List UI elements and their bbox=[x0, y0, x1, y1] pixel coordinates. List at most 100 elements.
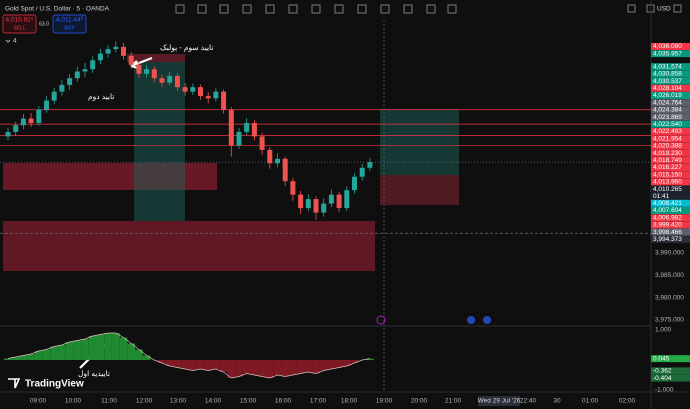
annotation: تاییدیه اول bbox=[78, 369, 110, 378]
candle-body bbox=[67, 78, 73, 85]
position-stop bbox=[127, 54, 185, 62]
price-label: 4,006.982 bbox=[653, 214, 682, 221]
supply-zone bbox=[3, 221, 375, 271]
countdown-bg bbox=[651, 192, 690, 200]
symbol-title: Gold Spot / U.S. Dollar · 5 · OANDA bbox=[5, 6, 110, 13]
oscillator-area bbox=[158, 360, 166, 363]
oscillator-area bbox=[96, 334, 105, 360]
indicators-toggle[interactable] bbox=[5, 39, 11, 43]
price-label-bg bbox=[651, 113, 690, 121]
candle-body bbox=[228, 109, 234, 146]
x-tick-label: 19:00 bbox=[376, 398, 393, 405]
oscillator-area bbox=[65, 342, 74, 360]
price-label: 4,013.960 bbox=[653, 179, 682, 186]
price-label: 4,024.764 bbox=[653, 99, 682, 106]
oscillator-area bbox=[165, 360, 174, 366]
price-label: 4,018.749 bbox=[653, 157, 682, 164]
oscillator-area bbox=[289, 360, 297, 375]
x-tick-label: 11:00 bbox=[101, 398, 117, 405]
oscillator-area bbox=[34, 351, 43, 360]
price-label: 4,010.265 bbox=[653, 186, 682, 193]
oscillator-area bbox=[104, 333, 112, 360]
candle-body bbox=[151, 69, 157, 79]
indicator-value-label: -0.362 bbox=[653, 368, 672, 375]
price-label-bg bbox=[651, 185, 690, 193]
candle-body bbox=[59, 84, 65, 92]
oscillator-area bbox=[50, 346, 59, 360]
price-label-bg bbox=[651, 99, 690, 107]
x-tick-label: 02:00 bbox=[619, 398, 636, 405]
price-label: 4,028.104 bbox=[653, 85, 682, 92]
oscillator-area bbox=[258, 360, 266, 377]
x-tick-label: 09:00 bbox=[30, 398, 47, 405]
candle-body bbox=[13, 125, 19, 132]
logo-mark bbox=[8, 378, 21, 389]
event-icon[interactable] bbox=[483, 316, 491, 324]
oscillator-area bbox=[319, 360, 328, 371]
candle-body bbox=[205, 96, 211, 99]
oscillator-line bbox=[7, 332, 370, 379]
oscillator-area bbox=[135, 349, 143, 360]
candle-body bbox=[298, 194, 304, 209]
price-label: 4,036.090 bbox=[653, 43, 682, 50]
price-label-bg bbox=[651, 70, 690, 78]
event-icon[interactable] bbox=[467, 316, 475, 324]
oscillator-area bbox=[265, 360, 274, 378]
price-label-bg bbox=[651, 221, 690, 229]
cursor-time: Wed 29 Jul '26 bbox=[478, 398, 521, 405]
candle-body bbox=[198, 87, 203, 97]
candle-body bbox=[44, 100, 49, 110]
price-label: 4,016.227 bbox=[653, 164, 682, 171]
indicator-count: 4 bbox=[13, 38, 17, 45]
candle-body bbox=[190, 87, 196, 92]
oscillator-area bbox=[173, 360, 182, 368]
candle-body bbox=[259, 136, 265, 150]
oscillator-area bbox=[142, 355, 151, 360]
candle-body bbox=[275, 158, 280, 164]
candle-body bbox=[213, 91, 219, 99]
price-label: 4,007.604 bbox=[653, 207, 682, 214]
oscillator-area bbox=[27, 354, 35, 360]
candle-body bbox=[352, 176, 357, 191]
oscillator-area bbox=[119, 337, 128, 360]
price-label-bg bbox=[651, 42, 690, 50]
indicator-value-bg bbox=[651, 374, 690, 382]
candle-body bbox=[128, 55, 134, 65]
oscillator-area bbox=[19, 355, 28, 360]
x-tick-label: 21:00 bbox=[445, 398, 462, 405]
candle-body bbox=[105, 49, 111, 54]
oscillator-area bbox=[242, 360, 251, 374]
price-label-bg bbox=[651, 77, 690, 85]
price-label-bg bbox=[651, 120, 690, 128]
price-label: 3,994.373 bbox=[653, 236, 682, 243]
oscillator-area bbox=[281, 360, 290, 377]
buy-label: BUY bbox=[64, 25, 75, 31]
oscillator-area bbox=[250, 360, 259, 375]
price-label-bg bbox=[651, 156, 690, 164]
price-label-bg bbox=[651, 228, 690, 236]
price-label-bg bbox=[651, 235, 690, 243]
price-label: 4,021.954 bbox=[653, 135, 682, 142]
candle-body bbox=[51, 91, 57, 101]
candle-body bbox=[290, 181, 296, 195]
oscillator-area bbox=[11, 357, 20, 360]
price-label-bg bbox=[651, 171, 690, 179]
x-tick-label: 14:00 bbox=[205, 398, 222, 405]
candle-body bbox=[74, 71, 80, 79]
position-profit bbox=[134, 62, 185, 221]
buy-button[interactable] bbox=[52, 14, 87, 34]
sell-price: 4,010.81⁵ bbox=[6, 17, 34, 24]
x-tick-label: 12:00 bbox=[136, 398, 153, 405]
oscillator-area bbox=[88, 336, 97, 360]
oscillator-area bbox=[111, 333, 120, 360]
price-label: 4,022.540 bbox=[653, 121, 682, 128]
candle-body bbox=[167, 75, 173, 83]
sell-button[interactable] bbox=[2, 14, 37, 34]
x-tick-label: 01:00 bbox=[582, 398, 599, 405]
oscillator-area bbox=[335, 360, 343, 368]
candle-body bbox=[121, 46, 126, 56]
price-label: 4,023.869 bbox=[653, 114, 682, 121]
event-icon[interactable] bbox=[376, 315, 386, 325]
oscillator-area bbox=[212, 360, 220, 369]
